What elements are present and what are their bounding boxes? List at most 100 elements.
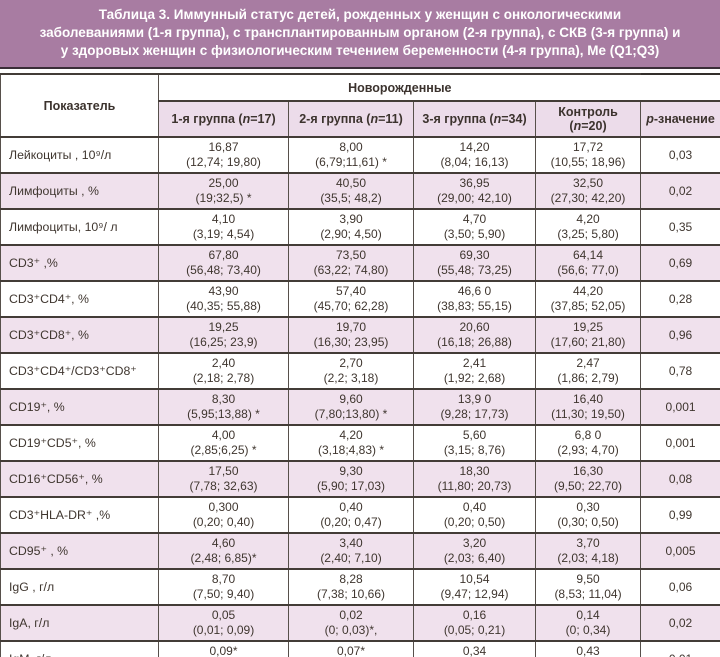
control-suffix: =20)	[581, 119, 607, 133]
iqr-value: (55,48; 73,25)	[437, 263, 512, 277]
median-value: 2,70	[339, 356, 363, 370]
median-value: 2,40	[211, 356, 236, 370]
iqr-value: (2,2; 3,18)	[323, 371, 379, 385]
control-n: n	[573, 119, 582, 133]
table-title: Таблица 3. Иммунный статус детей, рожден…	[0, 0, 720, 69]
median-value: 8,30	[211, 392, 236, 406]
median-value: 3,70	[576, 536, 600, 550]
median-value: 4,00	[211, 428, 236, 442]
row-label: CD16⁺CD56⁺, %	[0, 460, 159, 497]
row-label: IgG , г/л	[0, 568, 159, 605]
iqr-value: (11,30; 19,50)	[551, 407, 625, 421]
p-value-cell: 0,001	[640, 388, 720, 425]
median-value: 25,00	[208, 176, 239, 190]
p-value-cell: 0,005	[640, 532, 720, 569]
median-value: 4,20	[576, 212, 600, 226]
median-value: 0,300	[208, 500, 239, 514]
group-2-prefix: 2-я группа (	[299, 112, 371, 126]
iqr-value: (3,19; 4,54)	[192, 227, 255, 241]
row-label: Лейкоциты , 10⁹/л	[0, 136, 159, 173]
iqr-value: (6,79;11,61) *	[315, 155, 387, 169]
p-rest: -значение	[653, 112, 715, 126]
iqr-value: (2,85;6,25) *	[190, 443, 257, 457]
group-3-n: n	[493, 112, 502, 126]
median-value: 16,30	[573, 464, 604, 478]
table-row: Лимфоциты , % 25,00 (19;32,5) * 40,50 (35,5;…	[0, 172, 720, 209]
value-cell: 5,60 (3,15; 8,76)	[413, 424, 536, 461]
value-cell: 8,70 (7,50; 9,40)	[158, 568, 289, 605]
p-value-cell: 0,69	[640, 244, 720, 281]
iqr-value: (3,15; 8,76)	[443, 443, 506, 457]
iqr-value: (1,86; 2,79)	[557, 371, 619, 385]
median-value: 0,05	[211, 608, 236, 622]
row-label: CD19⁺, %	[0, 388, 159, 425]
iqr-value: (0; 0,34)	[565, 623, 611, 637]
title-line-2: заболеваниями (1-я группа), с трансплант…	[39, 25, 681, 40]
median-value: 0,43	[576, 644, 600, 657]
value-cell: 0,30 (0,30; 0,50)	[534, 496, 641, 533]
value-cell: 16,30 (9,50; 22,70)	[534, 460, 641, 497]
iqr-value: (2,90; 4,50)	[320, 227, 382, 241]
iqr-value: (11,80; 20,73)	[437, 479, 512, 493]
median-value: 8,28	[339, 572, 363, 586]
median-value: 9,30	[339, 464, 363, 478]
p-value-cell: 0,78	[640, 352, 720, 389]
value-cell: 9,60 (7,80;13,80) *	[288, 388, 414, 425]
median-value: 69,30	[459, 248, 490, 262]
column-header-newborns: Новорожденные	[157, 73, 641, 101]
column-header-pokazatel: Показатель	[0, 73, 159, 137]
value-cell: 0,14 (0; 0,34)	[534, 604, 641, 641]
iqr-value: (45,70; 62,28)	[313, 299, 389, 313]
median-value: 3,40	[339, 536, 363, 550]
table-row: CD16⁺CD56⁺, % 17,50 (7,78; 32,63) 9,30 (5,90…	[0, 460, 720, 497]
p-value-cell: 0,02	[640, 604, 720, 641]
median-value: 43,90	[208, 284, 239, 298]
value-cell: 8,28 (7,38; 10,66)	[288, 568, 414, 605]
iqr-value: (0,20; 0,50)	[443, 515, 506, 529]
control-prefix: Контроль (	[558, 105, 618, 133]
table-row: CD3⁺CD4⁺/CD3⁺CD8⁺ 2,40 (2,18; 2,78) 2,70 (2,…	[0, 352, 720, 389]
iqr-value: (56,6; 77,0)	[557, 263, 619, 277]
iqr-value: (7,50; 9,40)	[192, 587, 255, 601]
p-value-cell: 0,96	[640, 316, 720, 353]
row-label: CD3⁺CD4⁺/CD3⁺CD8⁺	[0, 352, 159, 389]
column-header-p-value: p-значение	[640, 100, 720, 137]
median-value: 2,41	[462, 356, 487, 370]
value-cell: 25,00 (19;32,5) *	[158, 172, 289, 209]
value-cell: 0,07*(0; 0,16)	[288, 640, 414, 657]
value-cell: 2,70 (2,2; 3,18)	[288, 352, 414, 389]
value-cell: 4,70 (3,50; 5,90)	[413, 208, 536, 245]
column-header-group-2: 2-я группа (n=11)	[288, 100, 414, 137]
iqr-value: (0; 0,03)*,	[324, 623, 378, 637]
row-label: IgA, г/л	[0, 604, 159, 641]
median-value: 3,90	[339, 212, 363, 226]
iqr-value: (7,38; 10,66)	[316, 587, 386, 601]
median-value: 0,07*	[336, 644, 366, 657]
iqr-value: (0,01; 0,09)	[192, 623, 255, 637]
median-value: 0,40	[339, 500, 363, 514]
median-value: 57,40	[335, 284, 367, 298]
median-value: 19,25	[573, 320, 604, 334]
iqr-value: (5,95;13,88) *	[187, 407, 260, 421]
row-label: CD3⁺HLA-DR⁺ ,%	[0, 496, 159, 533]
value-cell: 3,70 (2,03; 4,18)	[534, 532, 641, 569]
value-cell: 3,90 (2,90; 4,50)	[288, 208, 414, 245]
value-cell: 19,25 (16,25; 23,9)	[158, 316, 289, 353]
iqr-value: (3,50; 5,90)	[443, 227, 506, 241]
value-cell: 18,30 (11,80; 20,73)	[413, 460, 536, 497]
iqr-value: (16,30; 23,95)	[313, 335, 389, 349]
p-value-cell: 0,02	[640, 172, 720, 209]
iqr-value: (2,18; 2,78)	[192, 371, 255, 385]
iqr-value: (16,18; 26,88)	[437, 335, 512, 349]
value-cell: 17,72 (10,55; 18,96)	[534, 136, 641, 173]
median-value: 9,60	[339, 392, 363, 406]
median-value: 17,50	[208, 464, 239, 478]
median-value: 8,00	[339, 140, 363, 154]
row-label: CD95⁺ , %	[0, 532, 159, 569]
iqr-value: (29,00; 42,10)	[437, 191, 512, 205]
median-value: 0,09*	[209, 644, 238, 657]
median-value: 0,30	[576, 500, 600, 514]
value-cell: 0,300 (0,20; 0,40)	[158, 496, 289, 533]
value-cell: 32,50 (27,30; 42,20)	[534, 172, 641, 209]
